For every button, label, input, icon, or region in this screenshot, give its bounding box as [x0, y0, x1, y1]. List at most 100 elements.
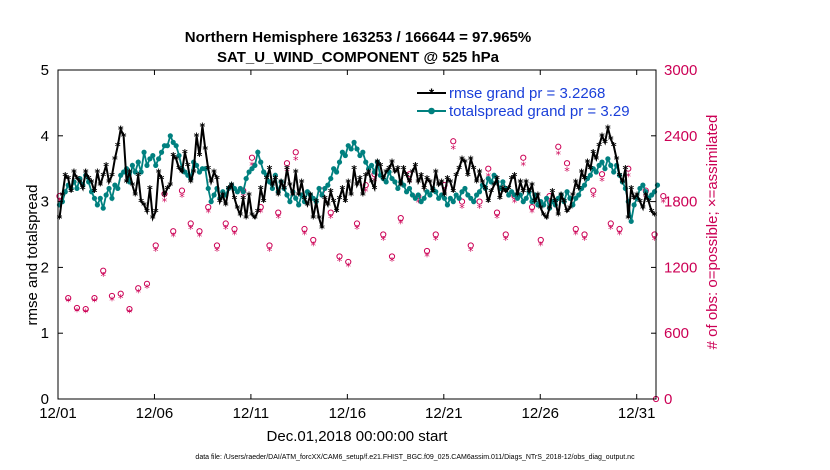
rmse-point: *	[138, 196, 144, 209]
y-right-tick-label: 1200	[664, 259, 697, 276]
totalspread-point	[167, 133, 173, 139]
obs-assimilated-point: *	[319, 191, 325, 204]
totalspread-point	[287, 199, 293, 205]
obs-possible-point	[187, 220, 194, 227]
totalspread-point	[272, 172, 278, 178]
totalspread-point	[608, 162, 614, 169]
rmse-point: *	[415, 176, 421, 189]
obs-assimilated-point: *	[240, 191, 246, 204]
totalspread-point	[153, 162, 159, 169]
rmse-point: *	[278, 176, 284, 189]
rmse-point: *	[421, 183, 427, 196]
totalspread-point	[173, 143, 179, 149]
obs-possible-point	[143, 280, 151, 287]
rmse-point: *	[587, 163, 593, 176]
x-axis-label: Dec.01,2018 00:00:00 start	[267, 428, 449, 445]
rmse-point: *	[121, 130, 127, 143]
rmse-point: *	[622, 163, 628, 176]
obs-assimilated-point: *	[381, 234, 387, 247]
obs-assimilated-point: *	[599, 175, 605, 188]
totalspread-point	[392, 179, 398, 185]
rmse-point: *	[94, 166, 100, 179]
totalspread-point	[576, 192, 582, 198]
obs-assimilated-point: *	[205, 207, 211, 220]
rmse-point: *	[165, 183, 171, 196]
rmse-point: *	[211, 166, 217, 179]
rmse-point: *	[299, 176, 305, 189]
obs-possible-point	[178, 187, 186, 194]
totalspread-point	[252, 162, 258, 169]
rmse-point: *	[307, 190, 313, 203]
y-right-tick-label: 1800	[664, 194, 697, 211]
rmse-point: *	[182, 147, 188, 160]
obs-assimilated-point: *	[170, 231, 176, 244]
x-tick-label: 12/31	[618, 405, 656, 422]
totalspread-point	[491, 172, 497, 178]
rmse-point: *	[106, 176, 112, 189]
y-left-tick-label: 0	[41, 391, 49, 408]
rmse-point: *	[92, 186, 98, 199]
rmse-point: *	[159, 173, 165, 186]
rmse-point: *	[293, 166, 299, 179]
totalspread-point	[144, 162, 150, 169]
legend-label-spread: totalspread grand pr = 3.29	[449, 103, 630, 120]
obs-assimilated-point: *	[433, 234, 439, 247]
obs-possible-point	[537, 236, 544, 244]
totalspread-point	[395, 185, 401, 192]
totalspread-point	[544, 195, 550, 201]
rmse-point: *	[503, 186, 509, 199]
totalspread-point	[132, 169, 138, 175]
rmse-point: *	[398, 180, 404, 193]
rmse-point: *	[62, 170, 68, 183]
rmse-point: *	[272, 173, 278, 186]
obs-assimilated-point: *	[267, 245, 273, 258]
totalspread-point	[94, 202, 100, 208]
rmse-point: *	[491, 180, 497, 193]
rmse-point: *	[197, 150, 203, 163]
rmse-point: *	[433, 166, 439, 179]
rmse-point: *	[555, 209, 561, 222]
obs-assimilated-point: *	[232, 229, 238, 242]
rmse-point: *	[488, 186, 494, 199]
rmse-point: *	[593, 153, 599, 166]
obs-possible-point	[397, 214, 404, 222]
rmse-point: *	[462, 157, 468, 170]
rmse-point: *	[497, 193, 503, 206]
rmse-point: *	[296, 190, 302, 203]
rmse-point: *	[418, 170, 424, 183]
obs-possible-point	[345, 258, 352, 266]
obs-assimilated-point: *	[564, 165, 570, 178]
rmse-point: *	[389, 157, 395, 170]
rmse-point: *	[217, 196, 223, 209]
rmse-point: *	[485, 196, 491, 209]
rmse-point: *	[436, 180, 442, 193]
obs-assimilated-point: *	[100, 270, 106, 283]
rmse-point: *	[191, 166, 197, 179]
rmse-point: *	[602, 137, 608, 150]
obs-assimilated-point: *	[398, 218, 404, 231]
line-series: ****************************************…	[57, 120, 661, 235]
obs-assimilated-point: *	[83, 306, 89, 319]
obs-possible-point	[485, 165, 492, 172]
plot-frame	[57, 69, 657, 400]
rmse-point: *	[112, 153, 118, 166]
rmse-point: *	[442, 190, 448, 203]
totalspread-point	[258, 159, 264, 165]
totalspread-point	[587, 172, 593, 178]
rmse-point: *	[109, 170, 115, 183]
y-axis-left: 0 1 2 3 4 5	[41, 62, 63, 408]
rmse-point: *	[240, 193, 246, 206]
obs-possible-point	[196, 228, 203, 235]
rmse-point: *	[456, 163, 462, 176]
totalspread-point	[103, 192, 109, 198]
obs-assimilated-point: *	[459, 202, 465, 215]
obs-assimilated-point: *	[556, 148, 562, 161]
totalspread-point	[91, 195, 98, 201]
rmse-point: *	[430, 186, 436, 199]
rmse-point: *	[570, 190, 576, 203]
obs-assimilated-point: *	[477, 202, 483, 215]
totalspread-point	[156, 156, 162, 162]
rmse-point: *	[83, 166, 89, 179]
obs-assimilated-point: *	[179, 191, 185, 204]
